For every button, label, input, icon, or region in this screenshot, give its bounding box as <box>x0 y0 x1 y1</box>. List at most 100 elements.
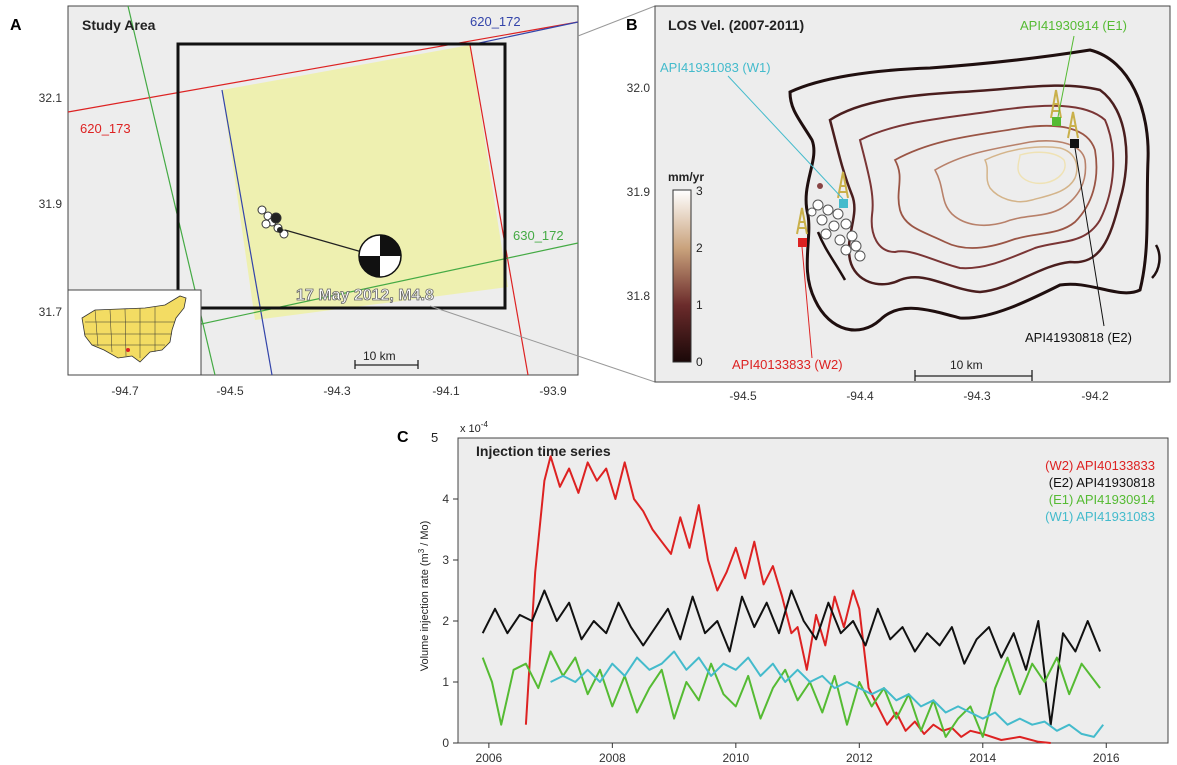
colorbar-tick: 0 <box>696 355 703 369</box>
well-w1: API41931083 (W1) <box>660 60 849 208</box>
track-620-173-east <box>469 44 529 376</box>
well-w1-marker <box>839 199 848 208</box>
epicenter-leader <box>284 229 363 253</box>
seismicity-b <box>807 183 866 262</box>
well-w2-derrick-icon <box>796 207 808 235</box>
track-label-630-172: 630_172 <box>513 228 564 243</box>
focal-mechanism-beachball <box>358 234 402 278</box>
panel-a-letter: A <box>10 17 22 34</box>
event-label: 17 May 2012, M4.8 <box>296 287 434 304</box>
x-ticks: 2006 2008 2010 2012 2014 2016 <box>476 743 1120 765</box>
a-xtick: -93.9 <box>539 384 567 398</box>
well-e1-marker <box>1052 117 1061 126</box>
colorbar-ramp <box>672 189 692 363</box>
well-w2-label: API40133833 (W2) <box>732 357 843 372</box>
scale-label-a: 10 km <box>363 349 396 363</box>
y-tick-label: 4 <box>442 492 449 506</box>
c-ytick: 5 <box>431 430 438 445</box>
y-tick-label: 0 <box>442 736 449 750</box>
well-w2-marker <box>798 238 807 247</box>
track-620-172-north <box>469 21 579 46</box>
b-xtick: -94.3 <box>963 389 991 403</box>
legend-entry: (E1) API41930914 <box>1049 492 1155 507</box>
legend-entry: (W1) API41931083 <box>1045 509 1155 524</box>
x-tick-label: 2016 <box>1093 751 1120 765</box>
a-ytick: 32.1 <box>39 91 63 105</box>
well-w1-leader <box>727 75 844 200</box>
series-lines <box>481 455 1104 744</box>
well-w2: API40133833 (W2) <box>732 207 843 372</box>
colorbar-unit: mm/yr <box>668 170 704 184</box>
a-xtick: -94.5 <box>216 384 244 398</box>
b-ytick: 32.0 <box>627 81 651 95</box>
colorbar-tick: 3 <box>696 184 703 198</box>
well-e2: API41930818 (E2) <box>1025 111 1132 345</box>
well-e1-leader <box>1057 35 1075 118</box>
well-e2-leader <box>1074 147 1105 327</box>
b-xtick: -94.5 <box>729 389 757 403</box>
panel-b-title: LOS Vel. (2007-2011) <box>668 17 804 33</box>
b-ytick: 31.9 <box>627 185 651 199</box>
colorbar: mm/yr 3 2 1 0 <box>668 170 704 369</box>
panel-c: C 5 x 10-4 Injection time series 0 1 2 3 4 2… <box>397 420 1169 765</box>
track-label-620-173: 620_173 <box>80 121 131 136</box>
panel-b: B LOS Vel. (2007-2011) <box>626 5 1171 403</box>
y-tick-label: 3 <box>442 553 449 567</box>
b-xtick: -94.2 <box>1081 389 1109 403</box>
series-line <box>481 650 1101 738</box>
zoom-connector-top <box>577 5 656 37</box>
series-line <box>481 589 1102 726</box>
los-velocity-contours <box>788 48 1161 332</box>
well-w2-leader <box>801 246 813 359</box>
track-620-172-west <box>221 89 273 376</box>
a-xtick: -94.3 <box>323 384 351 398</box>
seismicity-cluster <box>257 205 289 239</box>
scale-label-b: 10 km <box>950 358 983 372</box>
a-xtick: -94.7 <box>111 384 139 398</box>
study-box <box>176 42 507 310</box>
scale-bar-b: 10 km <box>914 358 1033 381</box>
well-e1: API41930914 (E1) <box>1020 18 1127 126</box>
x-tick-label: 2006 <box>476 751 503 765</box>
panel-a-title: Study Area <box>82 17 156 33</box>
legend-entry: (W2) API40133833 <box>1045 458 1155 473</box>
legend: (W2) API40133833 (E2) API41930818 (E1) API… <box>1045 458 1155 524</box>
x-tick-label: 2010 <box>722 751 749 765</box>
panel-b-axes: 32.0 31.9 31.8 -94.5 -94.4 -94.3 -94.2 <box>627 81 1109 403</box>
a-ytick: 31.9 <box>39 197 63 211</box>
well-w1-label: API41931083 (W1) <box>660 60 771 75</box>
series-line <box>524 455 1051 744</box>
well-w1-derrick-icon <box>837 171 849 199</box>
y-tick-label: 2 <box>442 614 449 628</box>
well-e2-marker <box>1070 139 1079 148</box>
series-line <box>550 650 1104 738</box>
exponent-label: x 10-4 <box>460 420 488 435</box>
x-tick-label: 2012 <box>846 751 873 765</box>
panel-c-letter: C <box>397 429 409 446</box>
b-ytick: 31.8 <box>627 289 651 303</box>
satellite-swath <box>222 45 508 320</box>
colorbar-tick: 1 <box>696 298 703 312</box>
well-e2-label: API41930818 (E2) <box>1025 330 1132 345</box>
track-620-173-north <box>67 21 579 113</box>
well-e1-label: API41930914 (E1) <box>1020 18 1127 33</box>
colorbar-tick: 2 <box>696 241 703 255</box>
panel-a: A Study Area 620_172 620_173 630_172 <box>10 5 579 398</box>
scale-bar-a: 10 km <box>354 349 419 369</box>
x-tick-label: 2014 <box>969 751 996 765</box>
well-e2-derrick-icon <box>1067 111 1079 139</box>
y-axis-label: Volume injection rate (m3 / Mo) <box>417 521 431 672</box>
zoom-connector-bottom <box>429 305 656 383</box>
panel-b-letter: B <box>626 17 638 34</box>
panel-a-axes: 32.1 31.9 31.7 -94.7 -94.5 -94.3 -94.1 -… <box>39 91 567 398</box>
panel-c-title: Injection time series <box>476 443 611 459</box>
a-xtick: -94.1 <box>432 384 460 398</box>
track-630-172-south <box>149 242 579 336</box>
y-ticks: 0 1 2 3 4 <box>442 492 458 750</box>
legend-entry: (E2) API41930818 <box>1049 475 1155 490</box>
a-ytick: 31.7 <box>39 305 63 319</box>
b-xtick: -94.4 <box>846 389 874 403</box>
x-tick-label: 2008 <box>599 751 626 765</box>
track-label-620-172: 620_172 <box>470 14 521 29</box>
